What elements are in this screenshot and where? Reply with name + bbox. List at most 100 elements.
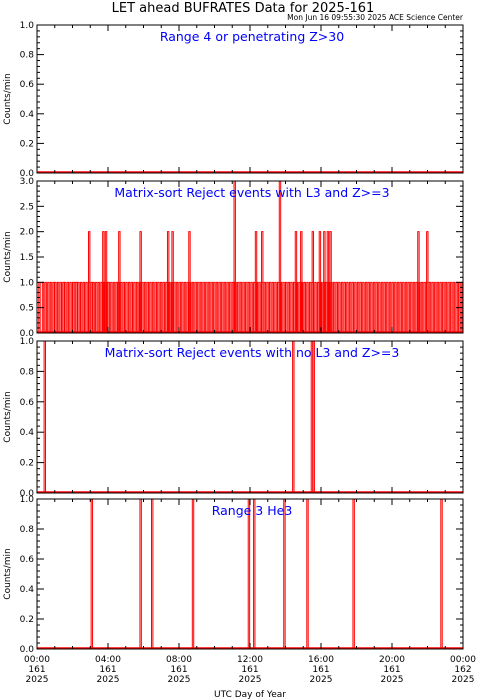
data-spike bbox=[335, 281, 338, 333]
y-tick-label: 0.8 bbox=[20, 367, 35, 377]
data-spike bbox=[62, 281, 65, 333]
x-tick-doy: 161 bbox=[312, 665, 329, 675]
data-spike bbox=[49, 281, 53, 333]
y-tick-label: 0.2 bbox=[20, 139, 34, 149]
data-spike bbox=[439, 281, 442, 333]
data-spike bbox=[391, 281, 394, 333]
y-tick-label: 0.0 bbox=[20, 489, 35, 499]
x-tick-time: 20:00 bbox=[379, 655, 405, 665]
data-spike bbox=[378, 281, 381, 333]
data-spike bbox=[343, 281, 346, 333]
data-spike bbox=[383, 281, 386, 333]
x-tick-time: 12:00 bbox=[237, 655, 263, 665]
y-tick-label: 0.6 bbox=[20, 80, 35, 90]
panel-title: Matrix-sort Reject events with L3 and Z>… bbox=[114, 185, 389, 200]
data-spike bbox=[110, 281, 113, 333]
data-spike bbox=[442, 281, 445, 333]
data-spike bbox=[183, 281, 187, 333]
data-spike bbox=[330, 281, 333, 333]
x-tick-time: 08:00 bbox=[166, 655, 192, 665]
panel-title: Matrix-sort Reject events with no L3 and… bbox=[105, 345, 400, 360]
data-spike bbox=[418, 281, 421, 333]
data-spike bbox=[87, 281, 91, 333]
data-spike bbox=[415, 281, 418, 333]
data-spike bbox=[72, 281, 75, 333]
data-spike bbox=[380, 281, 384, 333]
x-tick-doy: 161 bbox=[99, 665, 116, 675]
data-spike bbox=[410, 281, 413, 333]
y-tick-label: 3.0 bbox=[20, 177, 35, 187]
data-spike bbox=[312, 340, 315, 493]
data-spike bbox=[154, 281, 157, 333]
y-tick-label: 1.5 bbox=[20, 253, 34, 263]
x-tick-doy: 161 bbox=[170, 665, 187, 675]
x-tick-year: 2025 bbox=[168, 675, 191, 685]
data-spike bbox=[404, 281, 408, 333]
y-tick-label: 2.0 bbox=[20, 228, 35, 238]
data-spike bbox=[59, 281, 62, 333]
data-spike bbox=[100, 281, 103, 333]
data-spike bbox=[274, 281, 277, 333]
data-spike bbox=[431, 281, 434, 333]
data-spike bbox=[300, 281, 304, 333]
data-spike bbox=[348, 281, 352, 333]
data-spike bbox=[175, 281, 179, 333]
y-tick-label: 0.8 bbox=[20, 51, 35, 61]
data-spike bbox=[66, 281, 70, 333]
data-spike bbox=[308, 281, 312, 333]
panel-2: 0.0 0.5 1.0 1.5 2.0 2.5 3.0 Counts/min Matrix-so… bbox=[3, 177, 464, 339]
panels-group: 0.0 0.2 0.4 0.6 0.8 1.0 Counts/min Range 4 or p… bbox=[3, 21, 464, 655]
data-spike bbox=[189, 281, 192, 333]
data-spike bbox=[223, 281, 227, 333]
timestamp-label: Mon Jun 16 09:55:30 2025 ACE Science Cen… bbox=[287, 13, 464, 22]
y-tick-label: 0.5 bbox=[20, 304, 34, 314]
data-spike bbox=[316, 281, 320, 333]
panel-3: 0.0 0.2 0.4 0.6 0.8 1.0 Counts/min Matrix-sort … bbox=[3, 337, 464, 499]
data-spike bbox=[213, 281, 216, 333]
data-spike bbox=[125, 281, 128, 333]
data-spike bbox=[165, 281, 168, 333]
data-spike bbox=[122, 281, 125, 333]
data-spike bbox=[332, 281, 336, 333]
data-spike bbox=[135, 281, 139, 333]
x-tick-doy: 161 bbox=[383, 665, 400, 675]
y-tick-label: 1.0 bbox=[20, 495, 35, 505]
y-tick-label: 1.0 bbox=[20, 21, 35, 31]
data-spike bbox=[367, 281, 370, 333]
y-axis-label: Counts/min bbox=[3, 231, 13, 282]
data-spike bbox=[428, 281, 432, 333]
x-axis: 00:00161202504:00161202508:00161202512:0… bbox=[24, 655, 476, 685]
data-spike bbox=[346, 281, 349, 333]
data-spike bbox=[143, 281, 147, 333]
data-spike bbox=[253, 281, 256, 333]
data-spike bbox=[242, 281, 245, 333]
data-spike bbox=[97, 281, 101, 333]
data-spike bbox=[310, 340, 314, 493]
data-spike bbox=[364, 281, 368, 333]
data-spike bbox=[261, 281, 264, 333]
x-tick-year: 2025 bbox=[239, 675, 262, 685]
data-spike bbox=[173, 281, 176, 333]
data-spike bbox=[150, 498, 154, 649]
data-spike bbox=[423, 281, 426, 333]
data-spike bbox=[311, 281, 315, 333]
data-spike bbox=[79, 281, 83, 333]
x-tick-year: 2025 bbox=[97, 675, 120, 685]
data-spike bbox=[266, 281, 269, 333]
x-tick-year: 2025 bbox=[26, 675, 49, 685]
data-spike bbox=[234, 281, 237, 333]
data-spike bbox=[412, 281, 416, 333]
y-tick-label: 0.6 bbox=[20, 398, 35, 408]
data-spike bbox=[197, 281, 200, 333]
data-spike bbox=[394, 281, 397, 333]
data-spike bbox=[434, 281, 437, 333]
data-spike bbox=[202, 281, 205, 333]
x-tick-year: 2025 bbox=[381, 675, 404, 685]
data-spike bbox=[218, 281, 221, 333]
data-spike bbox=[247, 498, 251, 649]
data-spike bbox=[215, 281, 219, 333]
data-spike bbox=[127, 281, 131, 333]
y-tick-label: 0.2 bbox=[20, 615, 34, 625]
data-spike bbox=[271, 281, 275, 333]
data-spike bbox=[77, 281, 80, 333]
